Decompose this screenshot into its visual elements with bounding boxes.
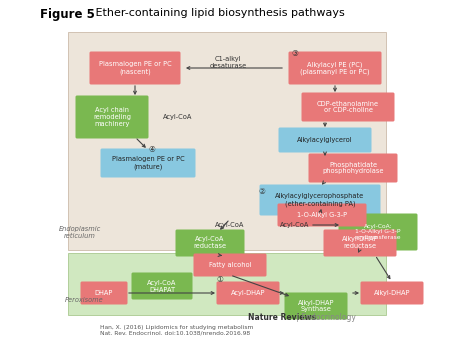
Text: Plasmalogen PE or PC
(mature): Plasmalogen PE or PC (mature) [112, 156, 184, 170]
FancyBboxPatch shape [288, 51, 382, 84]
Text: Han, X. (2016) Lipidomics for studying metabolism: Han, X. (2016) Lipidomics for studying m… [100, 324, 253, 330]
Text: CDP-ethanolamine
or CDP-choline: CDP-ethanolamine or CDP-choline [317, 100, 379, 114]
FancyBboxPatch shape [284, 292, 347, 319]
FancyBboxPatch shape [76, 96, 148, 139]
FancyBboxPatch shape [309, 153, 397, 183]
Text: Nature Reviews: Nature Reviews [248, 314, 316, 322]
FancyBboxPatch shape [216, 282, 279, 305]
Text: Acyl-CoA:
1-O-Alkyl G-3-P
acyltransferase: Acyl-CoA: 1-O-Alkyl G-3-P acyltransferas… [355, 224, 401, 240]
Text: Alkyl-DHAP
Synthase: Alkyl-DHAP Synthase [298, 299, 334, 313]
Text: Alkylacyl PE (PC)
(plasmanyl PE or PC): Alkylacyl PE (PC) (plasmanyl PE or PC) [300, 61, 370, 75]
Text: ③: ③ [292, 48, 298, 57]
Text: Alkylacylglycerophosphate
(ether-containing PA): Alkylacylglycerophosphate (ether-contain… [275, 193, 364, 207]
Text: Acyl-DHAP: Acyl-DHAP [231, 290, 265, 296]
FancyBboxPatch shape [260, 185, 381, 216]
FancyBboxPatch shape [360, 282, 423, 305]
Text: ①: ① [216, 275, 224, 285]
FancyBboxPatch shape [100, 148, 195, 177]
Text: Alkyl-DHAP: Alkyl-DHAP [374, 290, 410, 296]
Text: Acyl-CoA: Acyl-CoA [215, 222, 245, 228]
FancyBboxPatch shape [90, 51, 180, 84]
Text: Alkyl-DHAP
reductase: Alkyl-DHAP reductase [342, 237, 378, 249]
Text: DHAP: DHAP [95, 290, 113, 296]
Text: Plasmalogen PE or PC
(nascent): Plasmalogen PE or PC (nascent) [99, 61, 171, 75]
Text: | Endocrinology: | Endocrinology [294, 314, 356, 322]
Text: Alkylacylglycerol: Alkylacylglycerol [297, 137, 353, 143]
FancyBboxPatch shape [131, 272, 193, 299]
FancyBboxPatch shape [68, 253, 386, 315]
Text: Nat. Rev. Endocrinol. doi:10.1038/nrendo.2016.98: Nat. Rev. Endocrinol. doi:10.1038/nrendo… [100, 331, 250, 336]
Text: ②: ② [259, 188, 266, 196]
Text: Peroxisome: Peroxisome [65, 297, 104, 303]
Text: Phosphatidate
phosphohydrolase: Phosphatidate phosphohydrolase [322, 162, 384, 174]
Text: Ether-containing lipid biosynthesis pathways: Ether-containing lipid biosynthesis path… [92, 8, 345, 19]
Text: Acyl-CoA
DHAPAT: Acyl-CoA DHAPAT [147, 280, 177, 292]
Text: C1-alkyl
desaturase: C1-alkyl desaturase [209, 55, 247, 69]
FancyBboxPatch shape [176, 230, 244, 257]
FancyBboxPatch shape [338, 214, 418, 250]
Text: Figure 5: Figure 5 [40, 8, 95, 21]
FancyBboxPatch shape [81, 282, 127, 305]
Text: Endoplasmic
reticulum: Endoplasmic reticulum [59, 225, 101, 239]
Text: Acyl-CoA
reductase: Acyl-CoA reductase [194, 237, 226, 249]
FancyBboxPatch shape [194, 254, 266, 276]
Text: Fatty alcohol: Fatty alcohol [209, 262, 251, 268]
Text: Acyl chain
remodeling
machinery: Acyl chain remodeling machinery [93, 107, 131, 127]
FancyBboxPatch shape [68, 32, 386, 250]
FancyBboxPatch shape [279, 127, 372, 152]
Text: Acyl-CoA: Acyl-CoA [163, 114, 193, 120]
Text: ④: ④ [148, 145, 155, 154]
FancyBboxPatch shape [302, 93, 395, 121]
Text: Acyl-CoA: Acyl-CoA [280, 222, 310, 228]
Text: 1-O-Alkyl G-3-P: 1-O-Alkyl G-3-P [297, 212, 347, 218]
FancyBboxPatch shape [324, 230, 396, 257]
FancyBboxPatch shape [278, 203, 366, 226]
